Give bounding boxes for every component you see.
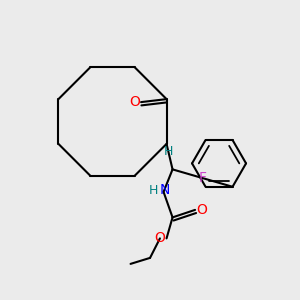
- Text: H: H: [164, 145, 173, 158]
- Text: O: O: [154, 231, 165, 245]
- Text: O: O: [196, 203, 207, 217]
- Text: H: H: [148, 184, 158, 197]
- Text: F: F: [199, 171, 206, 185]
- Text: N: N: [160, 183, 170, 197]
- Text: O: O: [129, 95, 140, 109]
